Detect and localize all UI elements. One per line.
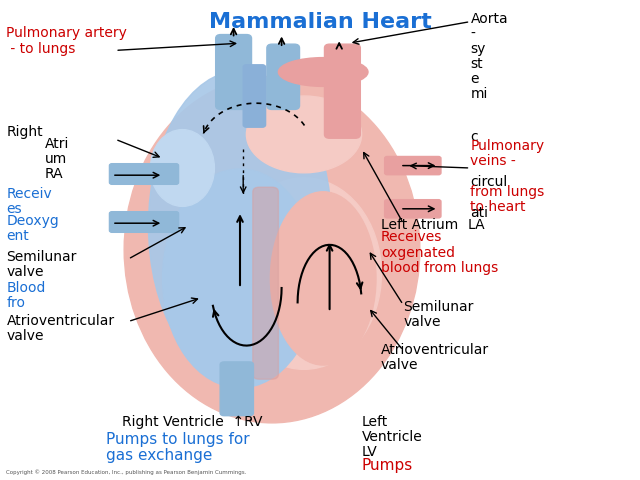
Text: circul: circul bbox=[470, 175, 508, 189]
Ellipse shape bbox=[148, 71, 332, 381]
Text: Copyright © 2008 Pearson Education, Inc., publishing as Pearson Benjamin Cumming: Copyright © 2008 Pearson Education, Inc.… bbox=[6, 469, 247, 475]
Text: LA: LA bbox=[467, 218, 485, 232]
FancyBboxPatch shape bbox=[109, 212, 179, 232]
Text: Atrioventricular
valve: Atrioventricular valve bbox=[381, 343, 489, 372]
Text: Right Ventricle  ↑RV: Right Ventricle ↑RV bbox=[122, 415, 262, 429]
Ellipse shape bbox=[246, 96, 362, 173]
Text: Receiv
es: Receiv es bbox=[6, 187, 52, 216]
Text: Mammalian Heart: Mammalian Heart bbox=[209, 12, 431, 32]
Text: Pumps: Pumps bbox=[362, 458, 413, 473]
Text: Right: Right bbox=[6, 125, 43, 139]
FancyBboxPatch shape bbox=[253, 187, 278, 379]
Text: Atri
um
RA: Atri um RA bbox=[45, 137, 69, 181]
FancyBboxPatch shape bbox=[109, 164, 179, 184]
Text: Pulmonary
veins -: Pulmonary veins - bbox=[470, 139, 545, 168]
Ellipse shape bbox=[163, 169, 317, 388]
FancyBboxPatch shape bbox=[267, 44, 300, 109]
Text: Left Atrium: Left Atrium bbox=[381, 218, 458, 232]
Text: Pulmonary artery
 - to lungs: Pulmonary artery - to lungs bbox=[6, 26, 127, 56]
FancyBboxPatch shape bbox=[385, 200, 441, 218]
Text: Blood
fro: Blood fro bbox=[6, 281, 46, 310]
Text: Receives
oxgenated
blood from lungs: Receives oxgenated blood from lungs bbox=[381, 230, 498, 275]
FancyBboxPatch shape bbox=[385, 156, 441, 175]
Text: c: c bbox=[470, 130, 478, 144]
FancyBboxPatch shape bbox=[216, 35, 252, 109]
FancyBboxPatch shape bbox=[243, 65, 266, 127]
Text: Pumps to lungs for
gas exchange: Pumps to lungs for gas exchange bbox=[106, 432, 249, 463]
FancyBboxPatch shape bbox=[220, 362, 253, 416]
Ellipse shape bbox=[227, 178, 381, 370]
Text: Aorta
-
sy
st
e
mi: Aorta - sy st e mi bbox=[470, 12, 508, 101]
Text: from lungs
to heart: from lungs to heart bbox=[470, 185, 545, 214]
Text: ati: ati bbox=[470, 206, 488, 220]
Ellipse shape bbox=[124, 76, 420, 423]
Text: Deoxyg
ent: Deoxyg ent bbox=[6, 214, 59, 243]
FancyBboxPatch shape bbox=[324, 44, 360, 138]
Ellipse shape bbox=[150, 130, 214, 206]
Text: Atrioventricular
valve: Atrioventricular valve bbox=[6, 314, 115, 344]
Text: Semilunar
valve: Semilunar valve bbox=[403, 300, 474, 329]
Text: Semilunar
valve: Semilunar valve bbox=[6, 250, 77, 279]
Ellipse shape bbox=[278, 58, 368, 86]
Text: Left
Ventricle
LV: Left Ventricle LV bbox=[362, 415, 422, 459]
Ellipse shape bbox=[270, 192, 376, 365]
